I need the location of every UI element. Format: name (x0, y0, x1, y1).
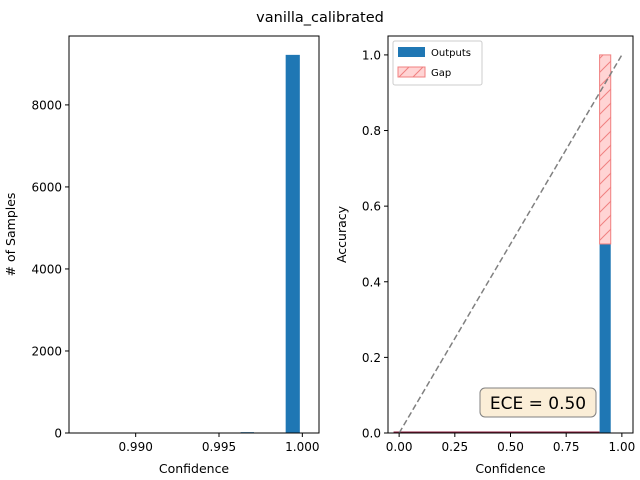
histogram-x-tick-label-1: 0.995 (202, 440, 236, 454)
reliability-y-ticks: 0.0 0.2 0.4 0.6 0.8 1.0 (362, 48, 388, 441)
legend-label-outputs: Outputs (431, 48, 471, 59)
ece-annotation-text: ECE = 0.50 (490, 394, 586, 414)
reliability-axes-frame (387, 35, 634, 434)
reliability-y-tick-label-4: 0.8 (362, 124, 381, 138)
reliability-x-tick-label-2: 0.50 (497, 440, 524, 454)
perfect-calibration-line (398, 54, 623, 434)
histogram-y-tick-label-1: 2000 (31, 344, 62, 358)
histogram-x-ticks: 0.990 0.995 1.000 (118, 433, 320, 454)
reliability-y-tick-label-2: 0.4 (362, 275, 381, 289)
histogram-axes-frame (68, 35, 320, 434)
reliability-y-tick-label-5: 1.0 (362, 48, 381, 62)
histogram-bar-2 (285, 54, 300, 434)
reliability-y-tick-label-3: 0.6 (362, 200, 381, 214)
legend-swatch-gap (397, 66, 426, 78)
samples-histogram: 0.990 0.995 1.000 0 2000 4000 6000 8000 Confid… (3, 35, 320, 476)
reliability-x-ticks: 0.00 0.25 0.50 0.75 1.00 (386, 433, 635, 454)
reliability-x-tick-label-0: 0.00 (386, 440, 413, 454)
histogram-x-tick-label-0: 0.990 (118, 440, 152, 454)
figure-suptitle: vanilla_calibrated (256, 10, 384, 26)
histogram-y-tick-label-0: 0 (54, 427, 62, 441)
gap-bar-0 (599, 54, 612, 245)
histogram-y-tick-label-4: 8000 (31, 98, 62, 112)
histogram-x-tick-label-2: 1.000 (285, 440, 319, 454)
reliability-bars (393, 54, 612, 434)
legend-swatch-outputs (398, 47, 425, 57)
histogram-x-label: Confidence (159, 461, 230, 476)
histogram-y-tick-label-3: 6000 (31, 180, 62, 194)
ece-annotation-box (479, 387, 597, 418)
reliability-y-label: Accuracy (334, 205, 349, 263)
histogram-y-label: # of Samples (3, 193, 18, 277)
histogram-y-tick-label-2: 4000 (31, 262, 62, 276)
outputs-bar-0 (599, 243, 611, 433)
reliability-diagram: 0.00 0.25 0.50 0.75 1.00 0.00.20.40.60.81.0 … (334, 35, 635, 476)
reliability-y-tick-label-0: 0.0 (362, 427, 381, 441)
reliability-x-tick-label-1: 0.25 (441, 440, 468, 454)
ece-annotation: ECE = 0.50 (479, 387, 597, 418)
legend: Outputs Gap (392, 40, 483, 86)
reliability-x-tick-label-4: 1.00 (609, 440, 636, 454)
reliability-x-tick-label-3: 0.75 (553, 440, 580, 454)
histogram-bars (240, 54, 300, 434)
reliability-x-label: Confidence (475, 461, 546, 476)
histogram-y-ticks: 0 2000 4000 6000 8000 (31, 98, 69, 441)
legend-label-gap: Gap (431, 68, 451, 79)
reliability-y-tick-label-1: 0.2 (362, 351, 381, 365)
